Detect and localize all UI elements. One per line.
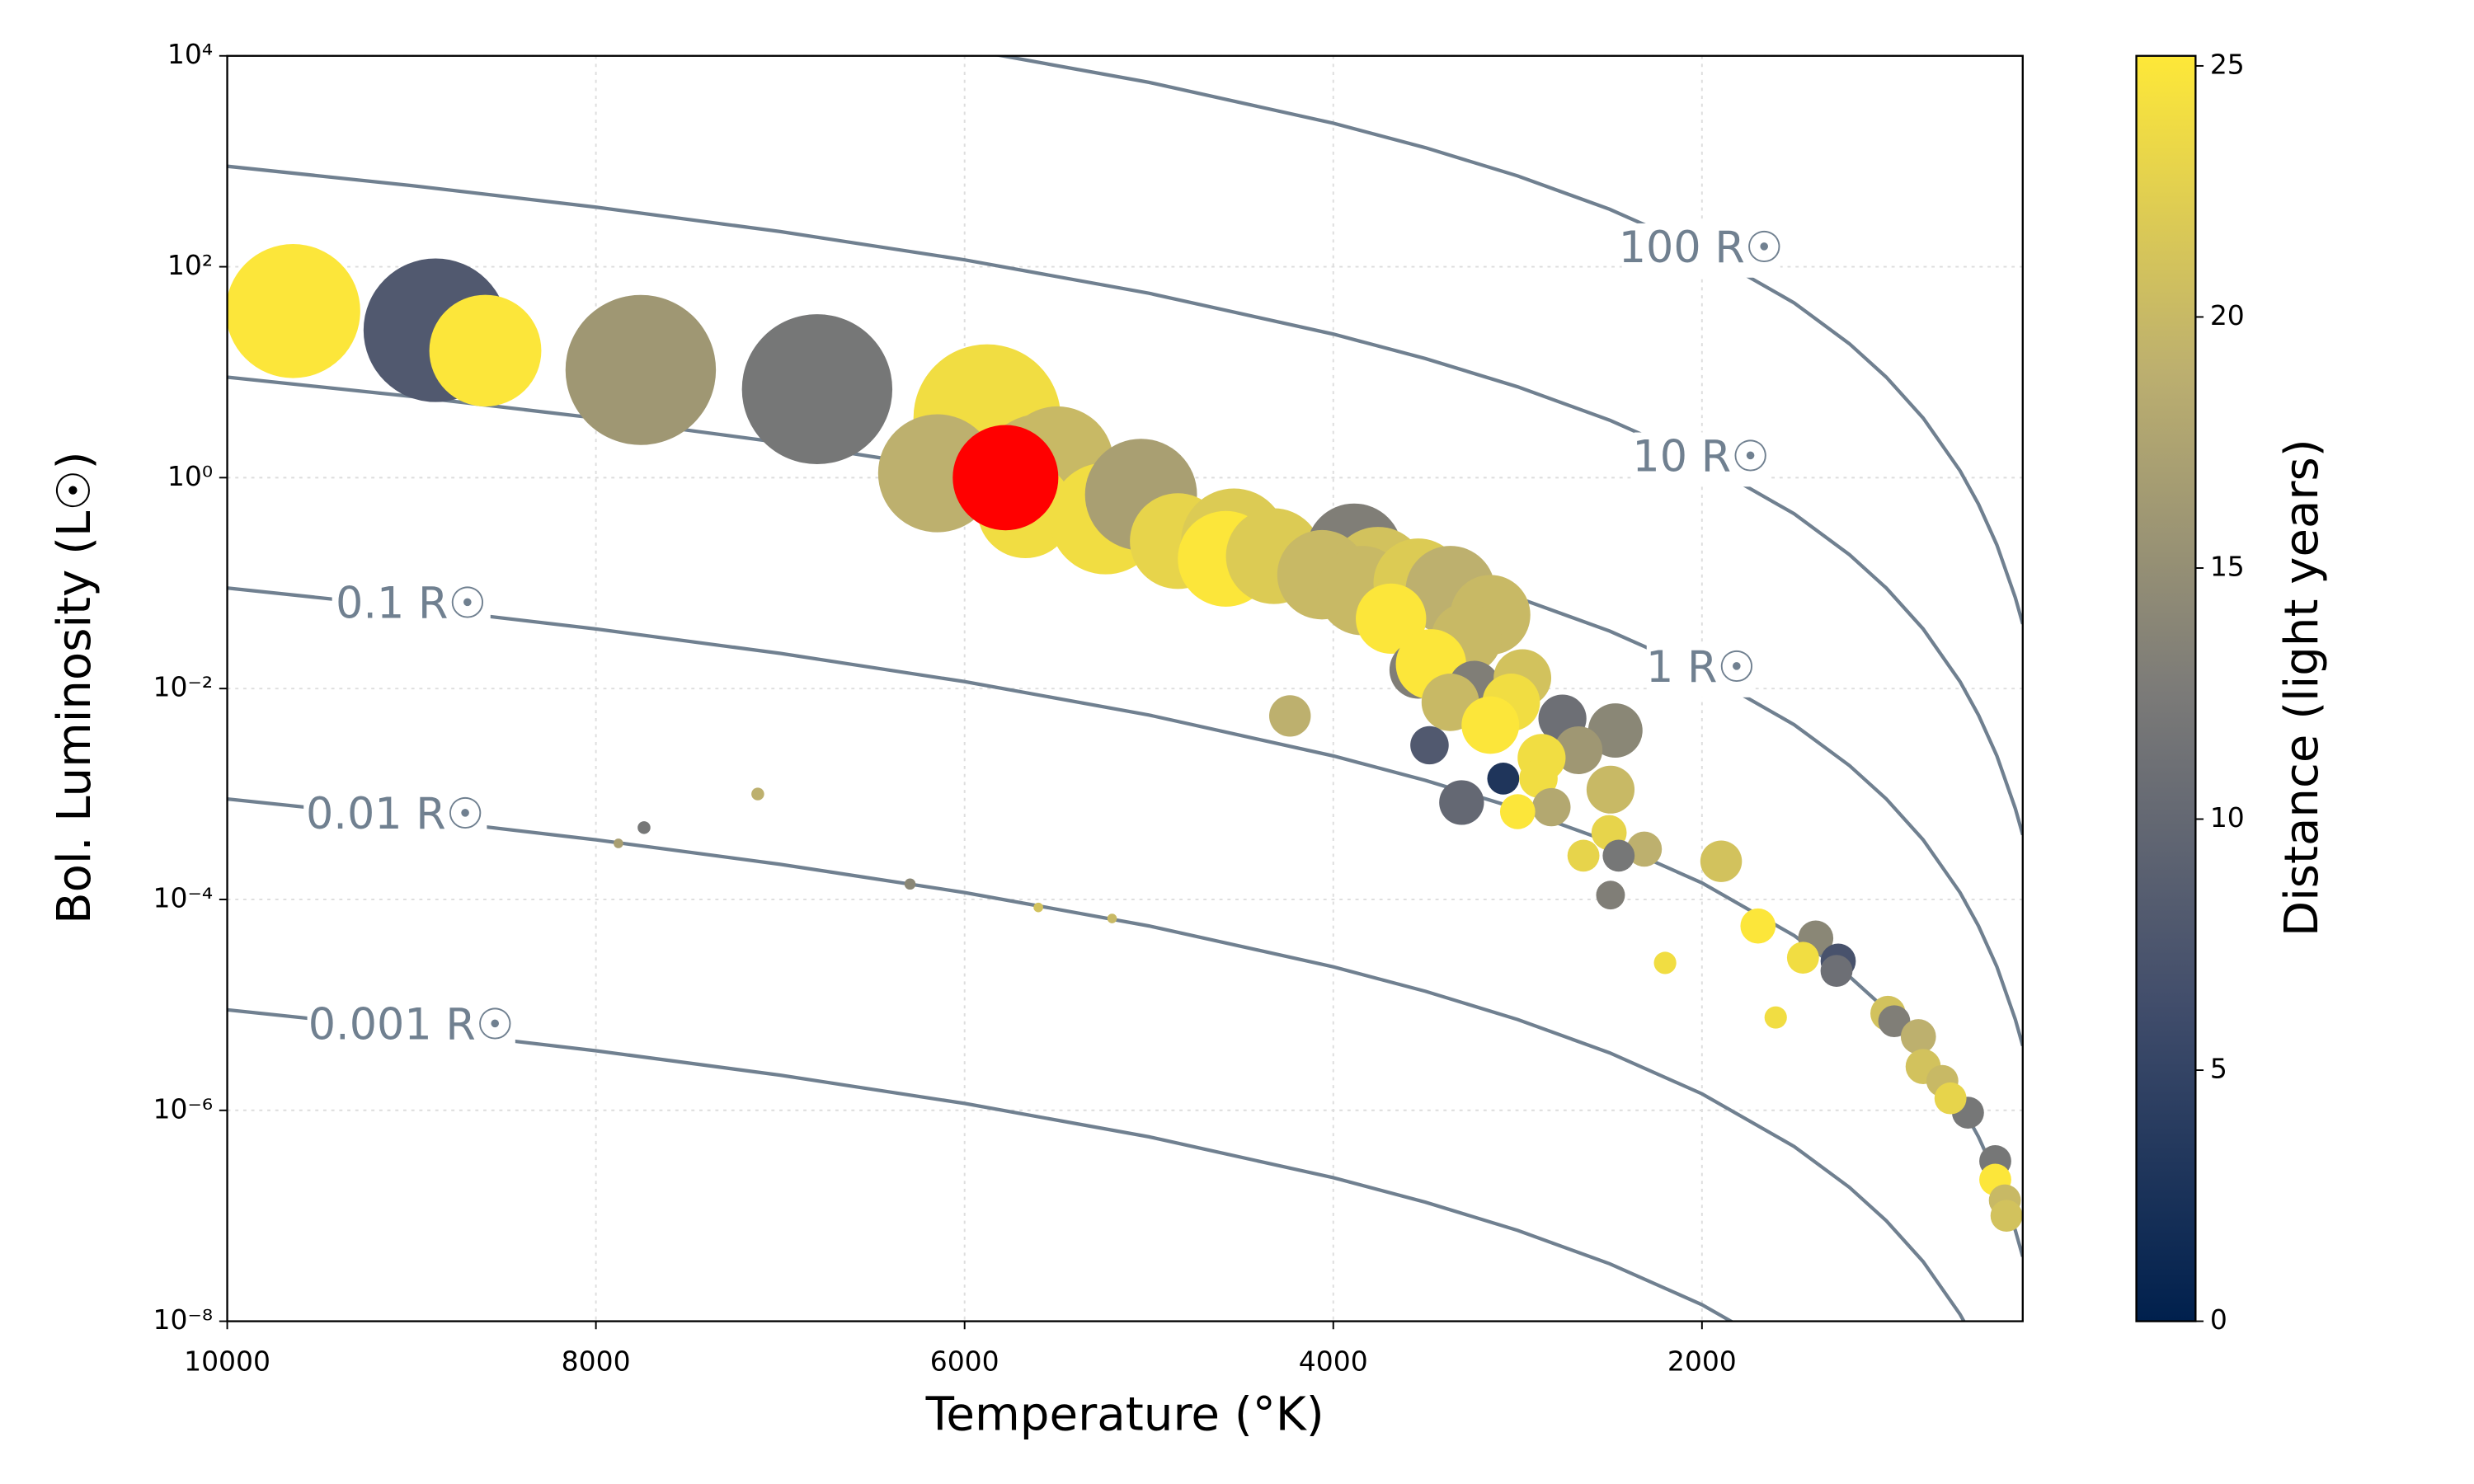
star bbox=[1519, 759, 1558, 798]
radius-label: 1 R☉ bbox=[1646, 642, 1756, 693]
x-tick-label: 8000 bbox=[562, 1345, 631, 1377]
y-axis-label: Bol. Luminosity (L☉) bbox=[48, 452, 101, 924]
label-background bbox=[332, 579, 491, 634]
star bbox=[1586, 765, 1635, 814]
star bbox=[1990, 1200, 2023, 1233]
star bbox=[429, 294, 542, 407]
star bbox=[1740, 908, 1776, 944]
radius-label: 100 R☉ bbox=[1619, 223, 1784, 273]
y-tick-label: 10⁰ bbox=[167, 460, 213, 492]
star bbox=[637, 821, 651, 834]
points bbox=[227, 244, 2023, 1233]
radius-label: 0.001 R☉ bbox=[308, 999, 515, 1050]
star bbox=[565, 294, 717, 445]
star bbox=[1531, 787, 1571, 827]
x-tick-label: 6000 bbox=[930, 1345, 999, 1377]
star bbox=[1439, 780, 1484, 825]
y-tick-label: 10² bbox=[167, 249, 213, 281]
star bbox=[1786, 942, 1819, 974]
star bbox=[1596, 881, 1625, 910]
label-background bbox=[307, 1000, 515, 1055]
y-tick-label: 10⁻⁶ bbox=[153, 1092, 213, 1125]
star bbox=[1900, 1019, 1936, 1054]
star bbox=[1554, 726, 1603, 775]
star bbox=[1626, 831, 1663, 867]
label-background bbox=[303, 790, 487, 844]
radius-line bbox=[227, 1007, 1735, 1322]
star bbox=[1820, 955, 1853, 988]
radius-label: 0.1 R☉ bbox=[336, 579, 487, 629]
radius-label: 10 R☉ bbox=[1632, 431, 1770, 481]
plot-frame bbox=[226, 54, 2024, 1322]
y-tick-label: 10⁻⁴ bbox=[153, 881, 213, 913]
star bbox=[1107, 913, 1117, 923]
star bbox=[1700, 840, 1743, 882]
star bbox=[1587, 703, 1643, 758]
star bbox=[751, 787, 764, 801]
star bbox=[904, 878, 916, 890]
radius-line bbox=[227, 586, 2023, 1257]
star bbox=[1487, 763, 1520, 795]
star bbox=[1269, 695, 1311, 737]
star bbox=[614, 838, 623, 848]
star bbox=[1033, 902, 1043, 913]
x-axis-label: Temperature (°K) bbox=[925, 1388, 1324, 1441]
star bbox=[1499, 794, 1536, 829]
x-tick-label: 10000 bbox=[184, 1345, 270, 1377]
colorbar-label: Distance (light years) bbox=[2275, 439, 2329, 937]
label-background bbox=[1646, 643, 1756, 697]
label-background bbox=[1621, 223, 1780, 278]
y-tick-label: 10⁻⁸ bbox=[153, 1303, 213, 1336]
star bbox=[1764, 1006, 1787, 1029]
star bbox=[1878, 1005, 1911, 1038]
label-background bbox=[1634, 432, 1768, 487]
radius-line bbox=[227, 796, 1966, 1322]
colorbar bbox=[2135, 54, 2197, 1322]
y-tick-label: 10⁴ bbox=[167, 38, 213, 70]
star bbox=[1934, 1082, 1967, 1115]
x-tick-label: 4000 bbox=[1299, 1345, 1368, 1377]
star bbox=[1356, 583, 1427, 654]
colorbar-tick-label: 15 bbox=[2210, 551, 2245, 583]
colorbar-tick-label: 20 bbox=[2210, 299, 2245, 331]
star bbox=[1653, 951, 1677, 974]
star bbox=[227, 244, 360, 378]
colorbar-tick-label: 25 bbox=[2210, 48, 2245, 80]
star bbox=[1410, 726, 1449, 765]
star bbox=[1602, 839, 1635, 872]
colorbar-tick-label: 0 bbox=[2210, 1303, 2227, 1336]
colorbar-tick-label: 10 bbox=[2210, 801, 2245, 834]
y-tick-label: 10⁻² bbox=[153, 671, 213, 703]
star bbox=[1461, 696, 1520, 754]
radius-label: 0.01 R☉ bbox=[306, 789, 485, 839]
colorbar-tick-label: 5 bbox=[2210, 1053, 2227, 1085]
x-tick-label: 2000 bbox=[1667, 1345, 1737, 1377]
sun bbox=[952, 425, 1059, 531]
star bbox=[1567, 839, 1600, 872]
star bbox=[741, 314, 893, 465]
